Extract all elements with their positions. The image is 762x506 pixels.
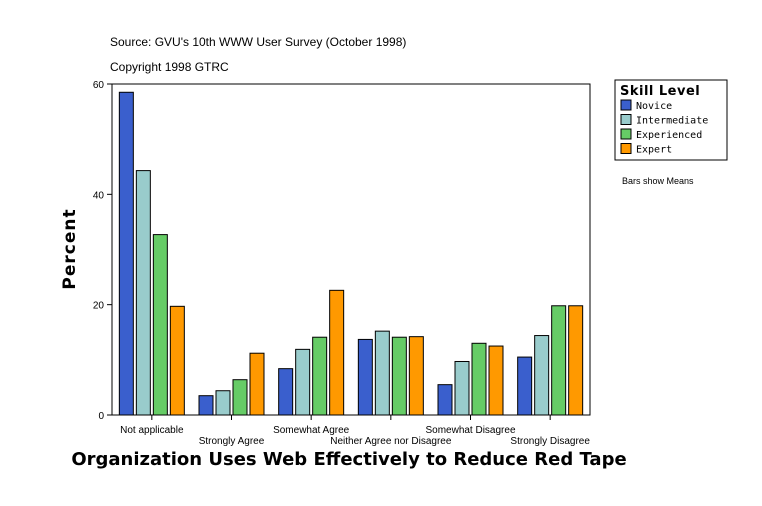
legend: Skill Level Novice Intermediate Experience… [614,79,728,161]
legend-label-novice: Novice [636,101,672,112]
bar-experienced-0 [152,234,168,416]
bar-novice-4 [437,384,453,416]
legend-title: Skill Level [620,84,700,99]
bar-intermediate-0 [135,170,151,416]
x-tick-label: Not applicable [120,425,184,436]
y-tick-label: 20 [93,301,105,312]
y-tick-label: 40 [93,190,105,201]
bar-experienced-2 [312,336,328,416]
bar-expert-0 [169,305,185,416]
legend-swatch-novice [620,99,632,111]
bar-intermediate-2 [295,348,311,416]
x-axis: Not applicable Strongly Agree Somewhat Agr… [120,415,590,447]
bar-expert-4 [488,345,504,416]
bar-intermediate-5 [534,335,550,416]
legend-items: Novice Intermediate Experienced Expert [620,99,708,156]
bar-experienced-1 [232,379,248,416]
y-tick-label: 60 [93,80,105,91]
legend-swatch-expert [620,143,632,154]
x-tick-label: Somewhat Disagree [425,425,515,436]
legend-label-expert: Expert [636,145,672,156]
bar-novice-2 [278,368,294,416]
y-tick-label: 0 [98,411,104,422]
y-axis-label: Percent [60,208,80,289]
legend-swatch-experienced [620,128,632,140]
bar-novice-0 [118,91,134,416]
x-tick-label: Somewhat Agree [273,425,350,436]
bar-novice-1 [198,395,214,416]
bars [118,91,584,416]
note-text: Bars show Means [622,176,694,186]
legend-label-intermediate: Intermediate [636,116,708,127]
legend-label-experienced: Experienced [636,130,702,141]
bar-experienced-3 [391,336,407,416]
bar-novice-3 [357,338,373,416]
copyright-line: Copyright 1998 GTRC [110,60,229,74]
plot-frame [111,83,591,416]
bar-novice-5 [517,356,533,416]
bar-expert-1 [249,352,265,416]
source-line: Source: GVU's 10th WWW User Survey (Octo… [110,35,406,49]
x-tick-label: Neither Agree nor Disagree [330,436,452,447]
bar-expert-2 [329,289,345,416]
legend-swatch-intermediate [620,114,632,125]
bar-expert-5 [568,305,584,416]
x-tick-label: Strongly Agree [199,436,265,447]
legend-box [614,79,728,161]
bar-experienced-5 [551,305,567,416]
bar-intermediate-4 [454,360,470,416]
bar-experienced-4 [471,342,487,416]
bar-expert-3 [408,336,424,416]
bar-intermediate-1 [215,390,231,416]
bar-intermediate-3 [374,330,390,416]
y-axis: 0 20 40 60 [93,80,112,422]
x-tick-label: Strongly Disagree [510,436,590,447]
x-axis-label: Organization Uses Web Effectively to Red… [71,449,626,470]
